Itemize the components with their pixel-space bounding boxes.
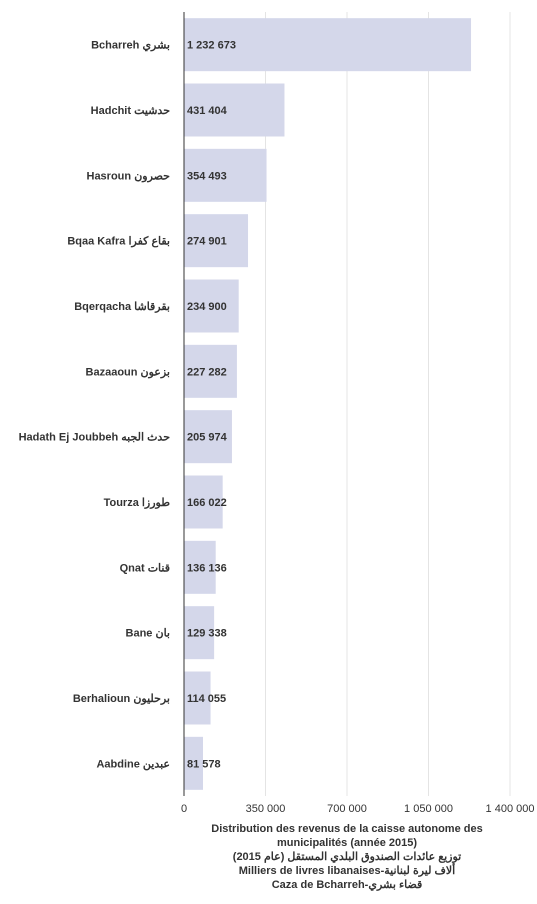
category-label: Bqaa Kafra بقاع كفرا: [67, 236, 170, 248]
bar: [184, 671, 211, 725]
bar: [184, 736, 203, 790]
value-label: 234 900: [187, 301, 227, 313]
value-label: 1 232 673: [187, 40, 236, 52]
value-label: 354 493: [187, 170, 227, 182]
chart-caption: Distribution des revenus de la caisse au…: [184, 822, 510, 892]
category-label: Qnat قنات: [120, 562, 170, 574]
value-label: 166 022: [187, 497, 227, 509]
category-label: Hadath Ej Joubbeh حدث الجبه: [19, 432, 171, 444]
x-tick-label: 700 000: [327, 803, 367, 815]
bar: [184, 410, 232, 464]
category-label: Hasroun حصرون: [87, 170, 171, 182]
value-label: 81 578: [187, 758, 221, 770]
bar: [184, 279, 239, 333]
category-label: Bcharreh بشري: [91, 40, 170, 53]
category-label: Berhalioun برحليون: [73, 693, 170, 705]
value-label: 274 901: [187, 236, 227, 248]
x-tick-label: 1 400 000: [486, 803, 535, 815]
bar: [184, 475, 223, 529]
x-tick-label: 1 050 000: [404, 803, 453, 815]
bar: [184, 148, 267, 202]
caption-line-4: Caza de Bcharreh-قضاء بشري: [271, 879, 423, 891]
caption-line-3: Milliers de livres libanaises-ألاف ليرة …: [238, 865, 456, 877]
caption-line-1: Distribution des revenus de la caisse au…: [211, 823, 483, 849]
category-label: Bqerqacha بقرقاشا: [74, 301, 170, 313]
x-tick-label: 0: [181, 803, 187, 815]
category-label: Hadchit حدشيت: [91, 105, 171, 117]
value-label: 114 055: [187, 693, 226, 705]
category-label: Tourza طورزا: [104, 497, 171, 509]
value-label: 129 338: [187, 628, 227, 640]
value-label: 227 282: [187, 366, 227, 378]
caption-line-2: توزيع عائدات الصندوق البلدي المستقل (عام…: [232, 851, 462, 863]
value-label: 136 136: [187, 562, 227, 574]
value-label: 431 404: [187, 105, 228, 117]
value-label: 205 974: [187, 432, 228, 444]
x-tick-label: 350 000: [246, 803, 286, 815]
category-label: Aabdine عبدين: [96, 758, 170, 770]
bar: [184, 214, 249, 268]
category-label: Bane بان: [126, 628, 170, 640]
bar: [184, 344, 237, 398]
bar: [184, 606, 215, 660]
bar: [184, 83, 285, 137]
bar: [184, 18, 472, 72]
category-label: Bazaaoun بزعون: [86, 366, 170, 378]
bar: [184, 540, 216, 594]
